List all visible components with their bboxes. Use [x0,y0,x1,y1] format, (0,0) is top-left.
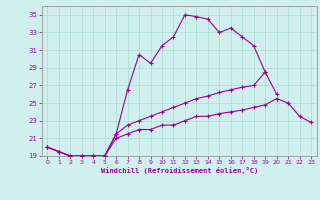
X-axis label: Windchill (Refroidissement éolien,°C): Windchill (Refroidissement éolien,°C) [100,167,258,174]
